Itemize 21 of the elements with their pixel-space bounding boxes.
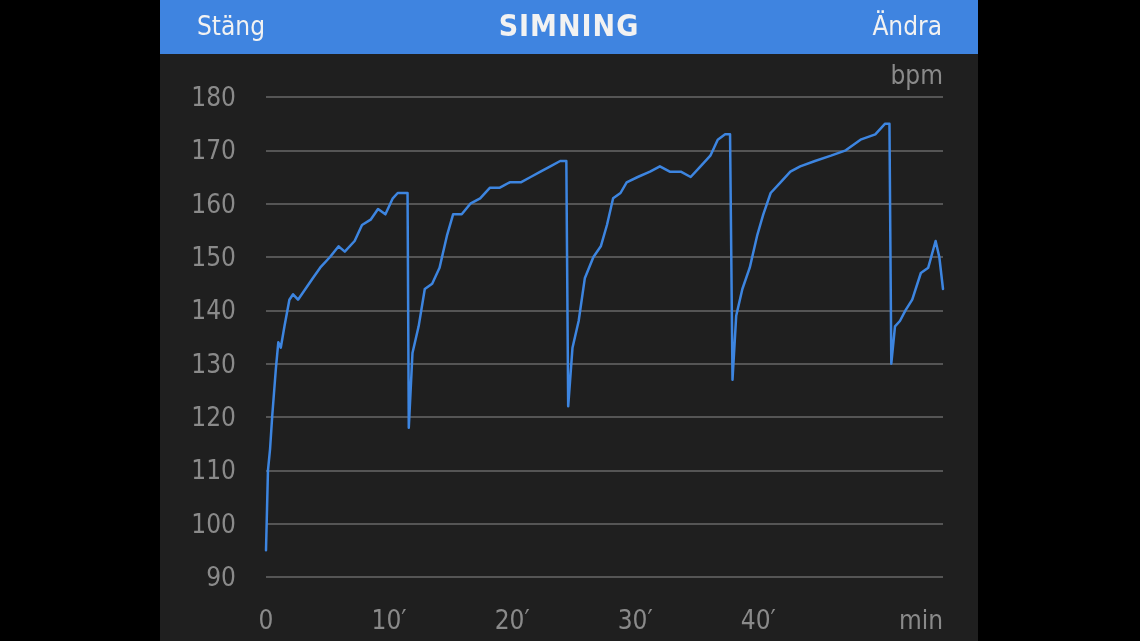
x-axis-title: min — [898, 605, 944, 635]
chart-title: SIMNING — [498, 8, 640, 43]
text: Ändra — [872, 10, 942, 42]
y-tick-label: 110 — [191, 455, 236, 486]
x-tick-label: 10′ — [371, 605, 407, 635]
y-tick-label: 150 — [191, 242, 236, 272]
x-tick-label: 0 — [258, 605, 274, 635]
y-tick-label: 160 — [191, 188, 236, 219]
y-axis-title: bpm — [890, 60, 943, 90]
y-tick-label: 120 — [191, 402, 236, 432]
y-tick-label: 140 — [191, 295, 236, 326]
y-tick-label: 170 — [191, 135, 236, 166]
y-tick-label: 180 — [191, 82, 236, 112]
text: Stäng — [197, 10, 266, 42]
x-tick-label: 30′ — [617, 605, 653, 635]
y-tick-label: 130 — [191, 348, 236, 379]
y-tick-label: 100 — [191, 508, 236, 539]
line-series — [264, 122, 945, 552]
y-tick-label: 90 — [206, 562, 236, 592]
x-tick-label: 40′ — [740, 605, 776, 635]
x-tick-label: 20′ — [494, 605, 530, 635]
